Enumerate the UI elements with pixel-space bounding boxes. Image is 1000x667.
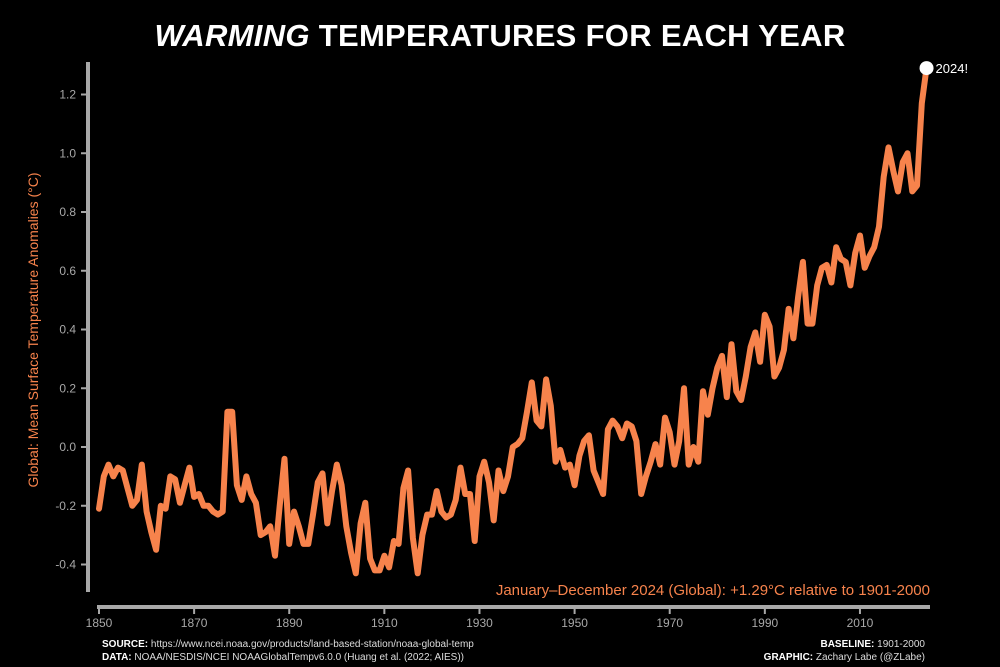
baseline-label: BASELINE: <box>820 639 875 650</box>
x-tick-label: 1870 <box>181 616 208 630</box>
y-tick-label: 1.2 <box>59 88 76 102</box>
y-tick-label: 0.6 <box>59 264 76 278</box>
y-tick-label: 0.4 <box>59 323 76 337</box>
source-text: https://www.ncei.noaa.gov/products/land-… <box>148 639 474 650</box>
x-tick-label: 1910 <box>371 616 398 630</box>
footer-baseline: BASELINE: 1901-2000 <box>820 639 925 650</box>
x-tick-label: 1950 <box>561 616 588 630</box>
y-tick-label: 0.0 <box>59 440 76 454</box>
x-tick-label: 1970 <box>656 616 683 630</box>
title-emphasis: WARMING <box>154 18 310 53</box>
data-label: DATA: <box>102 652 132 663</box>
footer-graphic: GRAPHIC: Zachary Labe (@ZLabe) <box>764 652 925 663</box>
y-tick-label: -0.4 <box>55 558 76 572</box>
annotation-text: January–December 2024 (Global): +1.29°C … <box>496 582 930 599</box>
x-tick-label: 1850 <box>86 616 113 630</box>
y-tick-label: -0.2 <box>55 499 76 513</box>
x-tick-label: 1930 <box>466 616 493 630</box>
latest-year-label: 2024! <box>936 61 969 76</box>
title-rest: TEMPERATURES FOR EACH YEAR <box>309 18 846 53</box>
y-tick-label: 0.2 <box>59 381 76 395</box>
latest-year-marker <box>919 61 934 76</box>
footer-data: DATA: NOAA/NESDIS/NCEI NOAAGlobalTempv6.… <box>102 652 464 663</box>
x-tick-label: 1890 <box>276 616 303 630</box>
baseline-text: 1901-2000 <box>874 639 925 650</box>
x-tick-label: 2010 <box>847 616 874 630</box>
y-tick-label: 0.8 <box>59 205 76 219</box>
chart-title: WARMING TEMPERATURES FOR EACH YEAR <box>0 18 1000 54</box>
footer-source: SOURCE: https://www.ncei.noaa.gov/produc… <box>102 639 474 650</box>
graphic-label: GRAPHIC: <box>763 652 814 663</box>
y-tick-label: 1.0 <box>59 146 76 160</box>
graphic-text: Zachary Labe (@ZLabe) <box>813 652 925 663</box>
source-label: SOURCE: <box>102 639 149 650</box>
temperature-series-line <box>96 65 930 577</box>
x-tick-label: 1990 <box>751 616 778 630</box>
data-text: NOAA/NESDIS/NCEI NOAAGlobalTempv6.0.0 (H… <box>131 652 464 663</box>
